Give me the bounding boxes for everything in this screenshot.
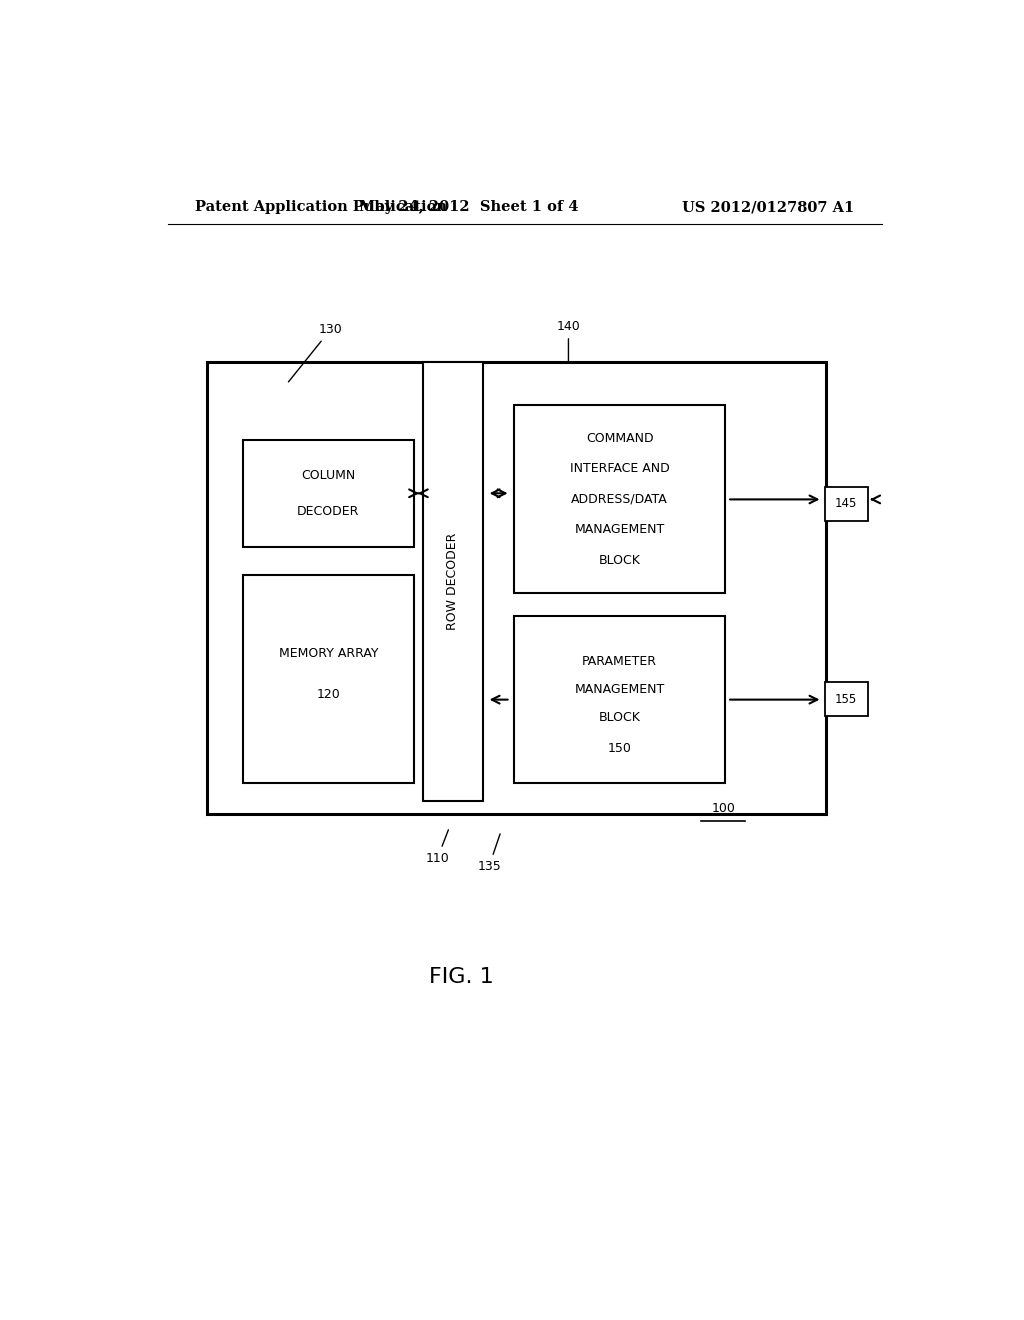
Text: FIG. 1: FIG. 1 xyxy=(429,966,494,986)
Text: MEMORY ARRAY: MEMORY ARRAY xyxy=(279,647,378,660)
Text: 145: 145 xyxy=(835,498,857,511)
Text: 130: 130 xyxy=(289,323,342,381)
Text: MANAGEMENT: MANAGEMENT xyxy=(574,524,665,536)
Text: INTERFACE AND: INTERFACE AND xyxy=(569,462,670,475)
Text: COMMAND: COMMAND xyxy=(586,432,653,445)
Text: 140: 140 xyxy=(557,321,581,360)
Text: 155: 155 xyxy=(836,693,857,706)
Text: 135: 135 xyxy=(477,834,501,873)
Text: ROW DECODER: ROW DECODER xyxy=(446,532,460,630)
Text: PARAMETER: PARAMETER xyxy=(582,655,657,668)
Text: May 24, 2012  Sheet 1 of 4: May 24, 2012 Sheet 1 of 4 xyxy=(359,201,579,214)
Text: BLOCK: BLOCK xyxy=(599,711,641,725)
Text: BLOCK: BLOCK xyxy=(599,554,641,566)
Bar xyxy=(207,362,826,814)
Bar xyxy=(423,362,482,801)
Text: 110: 110 xyxy=(426,830,450,865)
Text: COLUMN: COLUMN xyxy=(301,469,355,482)
Bar xyxy=(243,440,414,546)
Text: 120: 120 xyxy=(316,688,340,701)
Text: 150: 150 xyxy=(607,742,632,755)
Bar xyxy=(514,615,725,784)
Text: Patent Application Publication: Patent Application Publication xyxy=(196,201,447,214)
Text: DECODER: DECODER xyxy=(297,506,359,517)
Text: MANAGEMENT: MANAGEMENT xyxy=(574,682,665,696)
Text: ADDRESS/DATA: ADDRESS/DATA xyxy=(571,492,668,506)
Text: 100: 100 xyxy=(712,803,735,816)
Bar xyxy=(243,576,414,784)
Bar xyxy=(514,405,725,594)
Bar xyxy=(489,368,763,801)
Bar xyxy=(824,487,868,521)
Text: US 2012/0127807 A1: US 2012/0127807 A1 xyxy=(682,201,854,214)
Bar xyxy=(824,682,868,717)
